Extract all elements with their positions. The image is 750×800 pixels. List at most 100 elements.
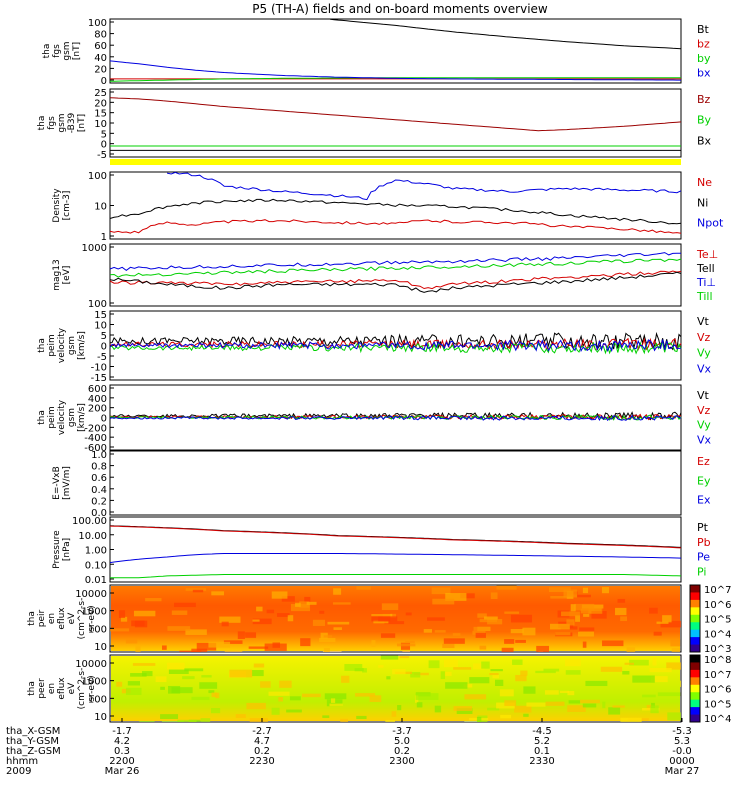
spectrogram-cell (453, 706, 473, 711)
colorbar-cell (690, 699, 700, 708)
colorbar-tick-label: 10^4 (704, 714, 731, 725)
y-tick-label: 1.0 (91, 450, 107, 461)
spectrogram-cell (256, 606, 263, 612)
legend-label: Ne (697, 176, 712, 189)
y-axis-label: gsm (62, 41, 72, 60)
spectrogram-cell (481, 661, 490, 669)
spectrogram-cell (585, 680, 608, 687)
legend-label: Vy (697, 347, 711, 360)
spectrogram-cell (385, 719, 395, 722)
spectrogram-cell (642, 694, 656, 698)
spectrogram-cell (632, 675, 655, 683)
y-axis-label: mag13 (52, 259, 62, 290)
y-axis-label: [mV/m] (62, 466, 72, 500)
spectrogram-cell (582, 587, 589, 594)
legend-label: Pb (697, 536, 711, 549)
spectrogram-cell (324, 693, 347, 700)
y-tick-label: 100 (88, 624, 107, 635)
spectrogram-cell (479, 645, 487, 650)
colorbar-tick-label: 10^5 (704, 615, 731, 626)
colorbar-cell (690, 662, 700, 671)
axis-column-value: -0.0 (672, 746, 692, 757)
colorbar-cell (690, 607, 700, 616)
spectrogram-cell (110, 628, 130, 632)
y-tick-label: 10 (94, 642, 107, 653)
y-axis-label: peim (47, 406, 57, 429)
spectrogram-cell (442, 643, 455, 649)
axis-column-value: 0.3 (114, 746, 130, 757)
spectrogram-cell (550, 623, 570, 630)
spectrogram-cell (415, 693, 439, 700)
y-tick-label: 10 (94, 119, 107, 130)
spectrogram-cell (405, 640, 415, 643)
spectrogram-cell (177, 719, 197, 722)
y-tick-label: 0.2 (91, 496, 107, 507)
axis-column-value: Mar 27 (665, 766, 700, 777)
spectrogram-cell (295, 602, 301, 607)
spectrogram-cell (510, 614, 533, 623)
spectrogram-cell (522, 627, 536, 636)
spectrogram-cell (612, 705, 625, 708)
spectrogram-cell (629, 659, 649, 666)
series-line-till (109, 258, 682, 278)
panel-frame (109, 243, 682, 307)
spectrogram-cell (566, 619, 575, 626)
spectrogram-cell (650, 705, 659, 714)
spectrogram-cell (608, 707, 621, 715)
axis-row-label: 2009 (6, 766, 31, 777)
y-tick-label: 10 (94, 202, 107, 213)
spectrogram-cell (279, 680, 292, 688)
y-tick-label: -200 (84, 423, 107, 434)
y-axis-label: sr-eV) (87, 605, 97, 631)
axis-column-value: 4.7 (254, 736, 270, 747)
spectrogram-cell (340, 718, 348, 722)
spectrogram-cell (300, 638, 311, 647)
axis-column-value: 2300 (389, 756, 414, 767)
axis-column-value: 2230 (249, 756, 274, 767)
colorbar-cell (690, 692, 700, 701)
spectrogram-cell (620, 616, 627, 622)
spectrogram-cell (199, 682, 218, 689)
spectrogram-cell (276, 613, 290, 617)
spectrogram-cell (330, 698, 336, 703)
y-tick-label: 400 (88, 394, 107, 405)
spectrogram-cell (460, 593, 475, 599)
y-tick-label: 25 (94, 88, 107, 99)
legend-label: Till (696, 290, 713, 303)
y-axis-label: velocity (57, 399, 67, 435)
spectrogram-cell (251, 670, 264, 677)
panel-frame (109, 171, 682, 240)
spectrogram-cell (440, 671, 446, 680)
y-axis-label: -B39 (67, 112, 77, 133)
spectrogram-cell (591, 611, 607, 619)
panel-frame (109, 584, 682, 653)
spectrogram-cell (223, 640, 243, 644)
spectrogram-cell (160, 686, 165, 690)
spectrogram-cell (490, 669, 503, 672)
spectrogram-cell (649, 667, 672, 673)
spectrogram-cell (287, 615, 294, 622)
spectrogram-cell (536, 645, 550, 652)
spectrogram-cell (253, 663, 265, 668)
spectrogram-cell (322, 651, 342, 652)
colorbar-cell (690, 714, 700, 723)
axis-column-value: -3.7 (392, 726, 412, 737)
spectrogram-cell (192, 589, 204, 593)
spectrogram-cell (544, 690, 559, 695)
spectrogram-cell (472, 630, 486, 635)
y-tick-label: 200 (88, 404, 107, 415)
y-axis-label: eV (67, 612, 77, 625)
spectrogram-cell (617, 598, 626, 603)
y-tick-label: -5 (97, 150, 107, 161)
spectrogram-cell (543, 668, 560, 672)
spectrogram-cell (582, 703, 597, 708)
series-line-ti⊥ (109, 252, 682, 272)
spectrogram-cell (333, 627, 342, 630)
spectrogram-cell (601, 587, 610, 594)
spectrogram-cell (649, 607, 658, 614)
spectrogram-cell (131, 620, 145, 627)
y-tick-label: 1 (101, 232, 107, 243)
spectrogram-cell (535, 670, 556, 674)
spectrogram-cell (600, 666, 623, 672)
